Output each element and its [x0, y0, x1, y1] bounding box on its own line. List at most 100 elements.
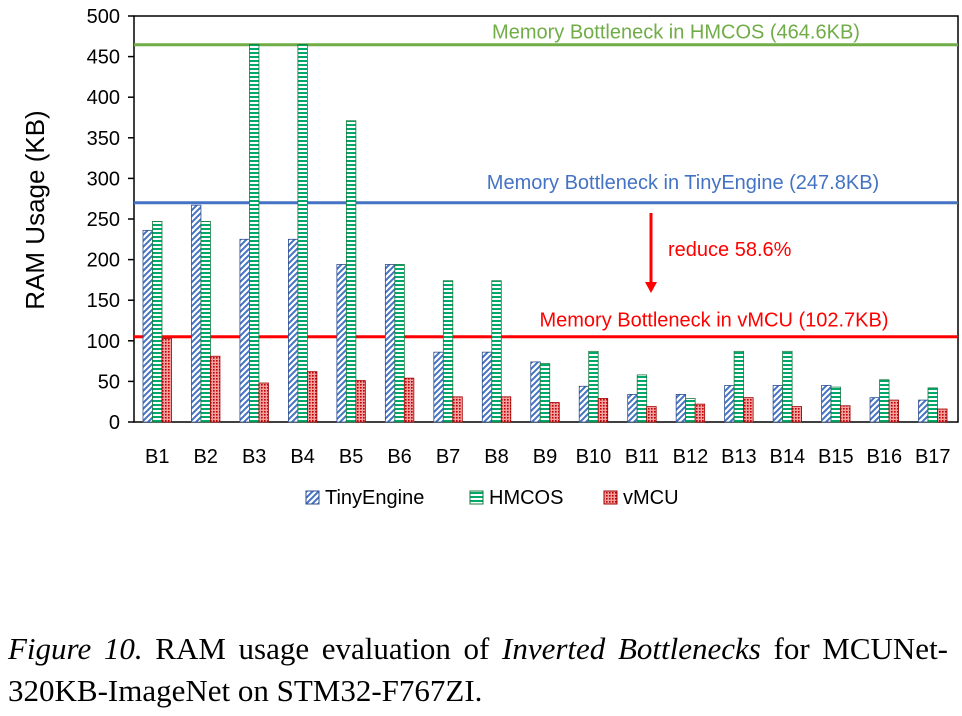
figure-caption: Figure 10. RAM usage evaluation of Inver… [8, 628, 948, 712]
bar-hmcos [345, 120, 357, 423]
bar-tinyengine [384, 264, 396, 423]
legend-swatch-tinyengine [305, 490, 320, 505]
bar-hmcos [442, 280, 454, 423]
bar-hmcos [588, 350, 599, 423]
figure-label: Figure 10. [8, 631, 143, 666]
bar-vmcu [452, 396, 463, 423]
bar-vmcu [937, 408, 948, 423]
y-tick-label: 500 [87, 6, 120, 28]
bar-hmcos [297, 44, 308, 423]
legend-label-tinyengine: TinyEngine [325, 487, 424, 509]
x-tick-label: B10 [576, 446, 612, 468]
y-tick-label: 150 [87, 290, 120, 312]
legend-label-vmcu: vMCU [623, 487, 679, 509]
bar-tinyengine [724, 385, 735, 423]
y-tick-label: 400 [87, 87, 120, 109]
bar-tinyengine [772, 385, 784, 423]
x-tick-label: B6 [387, 446, 411, 468]
bar-tinyengine [191, 204, 202, 423]
bar-vmcu [888, 399, 899, 423]
ram-usage-bar-chart: Memory Bottleneck in HMCOS (464.6KB) Memo… [20, 6, 959, 509]
bar-vmcu [500, 396, 512, 423]
x-tick-label: B17 [915, 446, 951, 468]
bar-vmcu [791, 406, 803, 423]
bar-vmcu [840, 405, 851, 423]
caption-text-after: for MCUNet-320KB-ImageNet on STM32-F767Z… [8, 631, 948, 708]
x-tick-label: B3 [242, 446, 266, 468]
bar-hmcos [733, 350, 745, 423]
bar-vmcu [743, 397, 754, 423]
y-tick-label: 50 [98, 371, 120, 393]
bar-vmcu [646, 406, 657, 423]
reference-line-label: Memory Bottleneck in HMCOS (464.6KB) [492, 22, 860, 44]
bar-hmcos [249, 44, 260, 423]
legend-swatch-vmcu [603, 490, 618, 505]
bar-tinyengine [530, 361, 541, 423]
bar-tinyengine [287, 238, 299, 423]
bar-hmcos [782, 350, 793, 423]
caption-emphasis: Inverted Bottlenecks [502, 631, 761, 666]
x-tick-label: B5 [339, 446, 363, 468]
bar-tinyengine [336, 264, 347, 423]
x-tick-label: B9 [533, 446, 557, 468]
bar-vmcu [258, 382, 269, 423]
bars [142, 44, 948, 423]
bar-tinyengine [239, 238, 250, 423]
bar-vmcu [403, 377, 415, 423]
bar-vmcu [355, 380, 366, 423]
x-tick-label: B11 [625, 446, 659, 468]
bar-tinyengine [675, 393, 687, 423]
bar-tinyengine [821, 385, 832, 423]
caption-text-before: RAM usage evaluation of [155, 631, 503, 666]
bar-tinyengine [481, 351, 493, 423]
bar-hmcos [636, 374, 648, 423]
x-tick-label: B12 [673, 446, 709, 468]
y-tick-label: 300 [87, 168, 120, 190]
legend-swatch-hmcos [469, 490, 484, 505]
bar-vmcu [694, 403, 706, 423]
y-tick-label: 0 [109, 412, 120, 434]
reduction-label: reduce 58.6% [668, 239, 792, 261]
bar-vmcu [210, 355, 221, 423]
reference-line-label: Memory Bottleneck in vMCU (102.7KB) [539, 310, 888, 332]
y-tick-label: 100 [87, 331, 120, 353]
bar-vmcu [306, 371, 318, 423]
legend: TinyEngine HMCOS vMCU [305, 487, 679, 509]
y-axis-label: RAM Usage (KB) [20, 110, 50, 309]
bar-vmcu [597, 398, 609, 423]
x-tick-label: B14 [770, 446, 806, 468]
axes: 0 50 100 150 200 250 300 350 400 450 500 B1 B2 B3 B4 B5… [87, 6, 951, 468]
bar-tinyengine [578, 385, 590, 423]
bar-hmcos [152, 221, 163, 423]
x-tick-label: B16 [866, 446, 902, 468]
x-tick-label: B7 [436, 446, 460, 468]
bar-tinyengine [918, 399, 929, 423]
y-tick-label: 450 [87, 47, 120, 69]
legend-label-hmcos: HMCOS [489, 487, 563, 509]
x-tick-label: B1 [145, 446, 169, 468]
x-tick-label: B8 [484, 446, 508, 468]
x-tick-label: B4 [290, 446, 314, 468]
bar-tinyengine [142, 229, 153, 423]
bar-vmcu [549, 402, 560, 423]
y-tick-label: 200 [87, 250, 120, 272]
bar-hmcos [394, 264, 405, 423]
bar-tinyengine [869, 397, 880, 423]
bar-vmcu [161, 337, 172, 423]
reference-lines: Memory Bottleneck in HMCOS (464.6KB) Memo… [134, 22, 958, 339]
bar-hmcos [830, 386, 841, 423]
bar-hmcos [539, 363, 551, 423]
reduction-annotation: reduce 58.6% [645, 213, 792, 293]
bar-tinyengine [433, 351, 444, 423]
reduction-arrow-head [645, 282, 657, 293]
y-tick-label: 250 [87, 209, 120, 231]
bar-hmcos [685, 398, 696, 423]
bar-hmcos [927, 387, 938, 423]
y-tick-label: 350 [87, 128, 120, 150]
reference-line-label: Memory Bottleneck in TinyEngine (247.8KB… [487, 172, 879, 194]
bar-hmcos [879, 379, 890, 423]
bar-tinyengine [627, 393, 638, 423]
x-tick-label: B13 [721, 446, 757, 468]
x-tick-label: B15 [818, 446, 854, 468]
x-tick-label: B2 [193, 446, 217, 468]
